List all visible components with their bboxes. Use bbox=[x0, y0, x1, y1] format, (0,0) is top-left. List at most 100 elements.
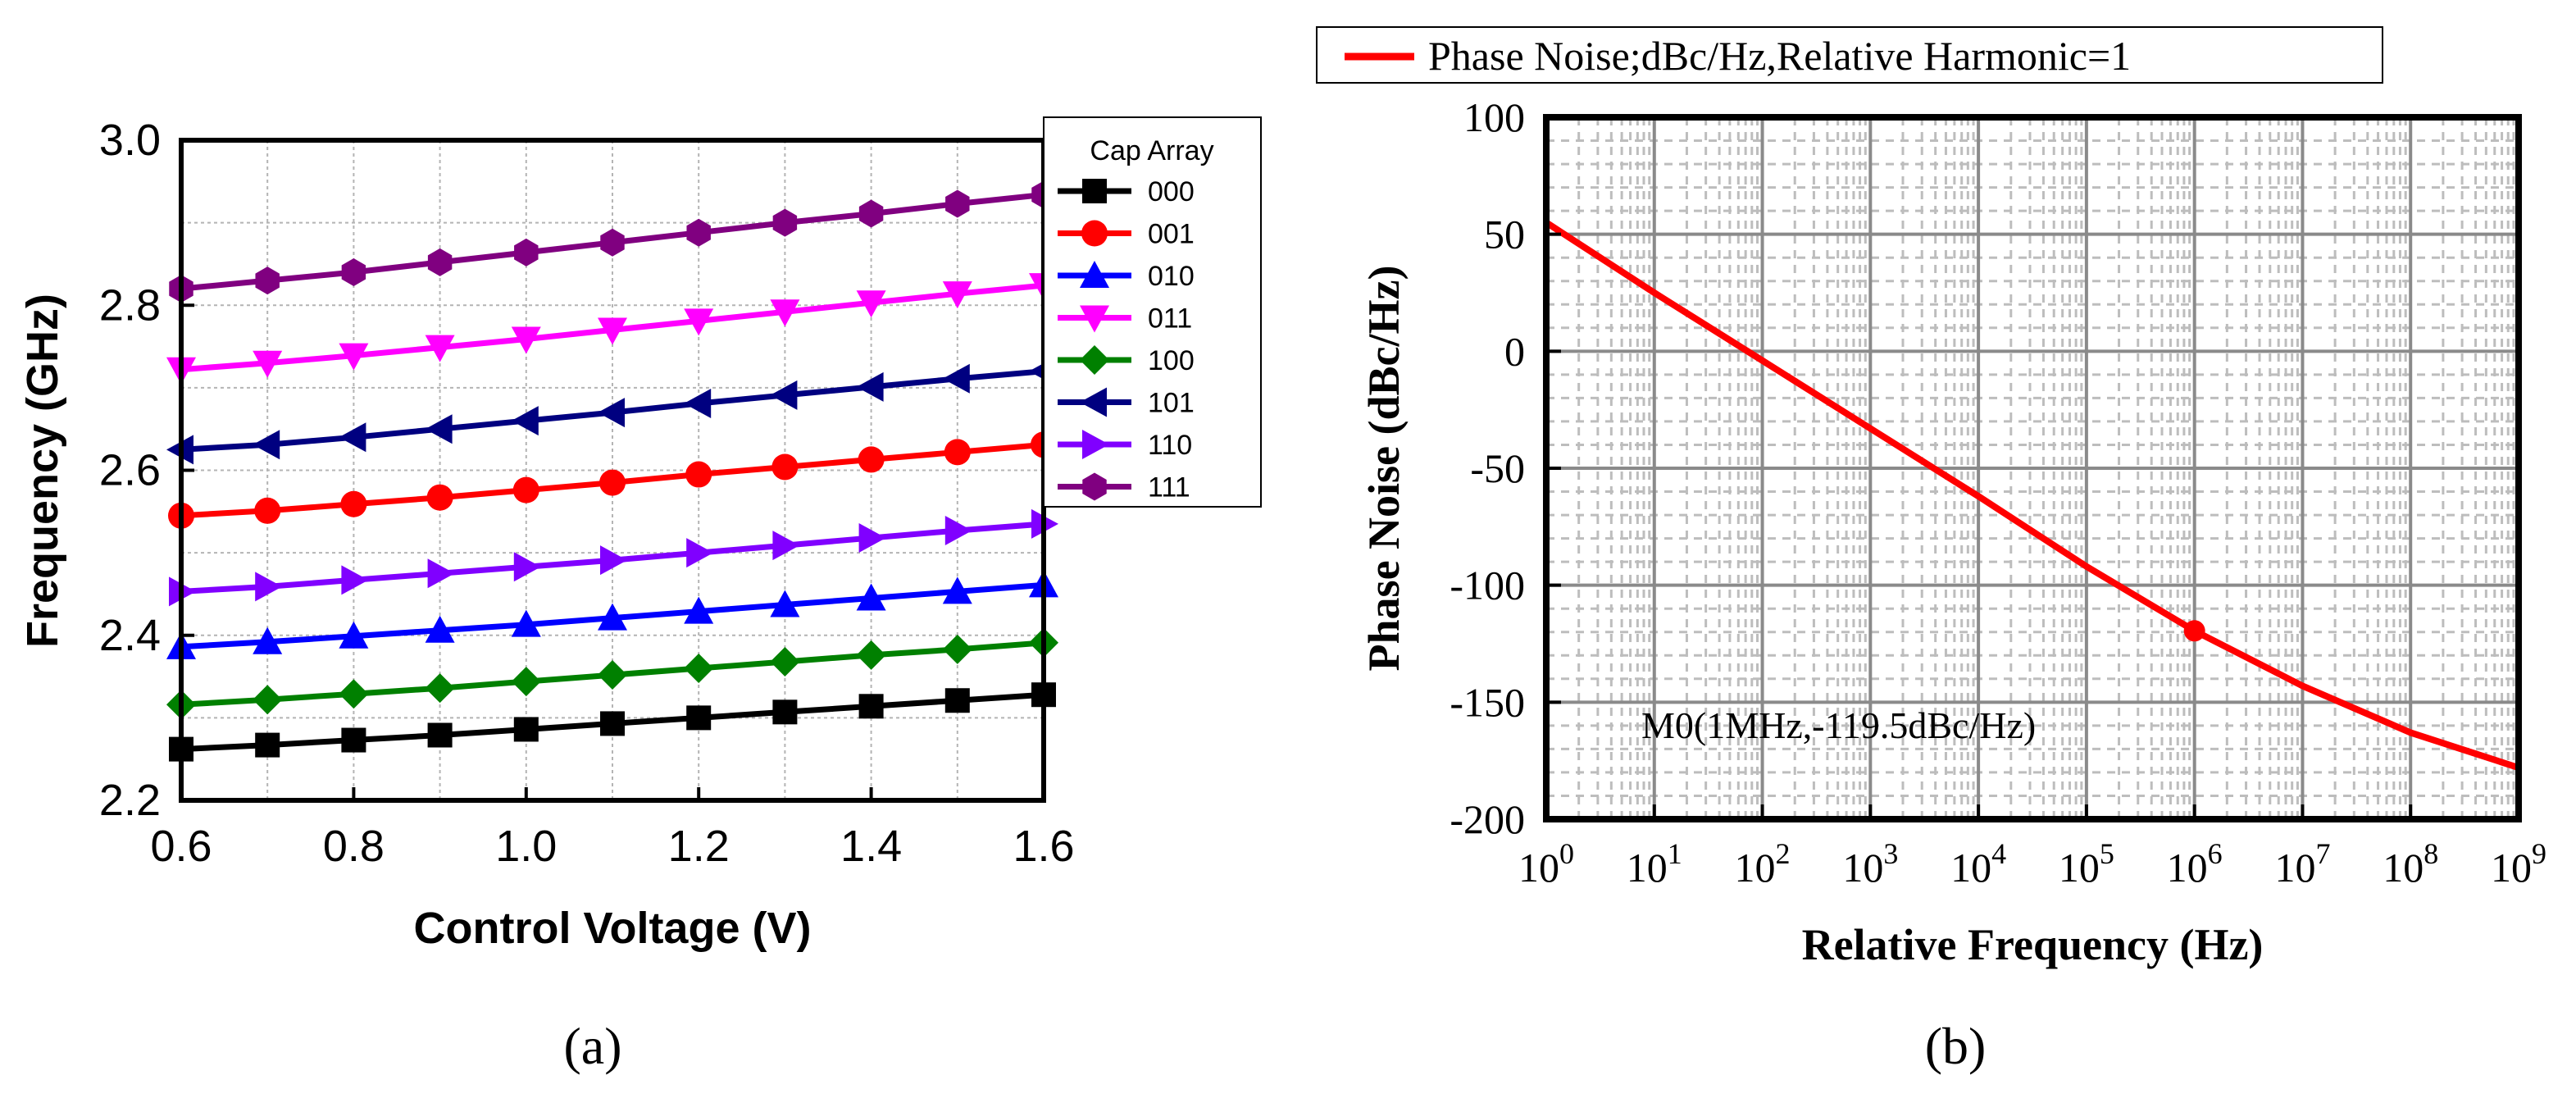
chart-b-y-tick-label: 100 bbox=[1463, 94, 1525, 140]
data-point-010 bbox=[598, 603, 627, 631]
chart-a-ticks bbox=[180, 139, 1045, 802]
legend-item-110: 110 bbox=[1058, 430, 1192, 461]
data-point-001 bbox=[858, 446, 885, 473]
data-point-110 bbox=[255, 572, 283, 602]
data-point-010 bbox=[856, 583, 886, 611]
data-point-000 bbox=[513, 717, 539, 742]
data-point-111 bbox=[341, 258, 366, 286]
chart-b-y-tick-labels: 100 50 0 -50 -100 -150 -200 bbox=[1450, 94, 1525, 842]
chart-b-x-tick-label: 102 bbox=[1735, 837, 1791, 891]
data-point-101 bbox=[856, 371, 884, 402]
legend-item-000: 000 bbox=[1058, 176, 1195, 207]
legend-swatch-marker bbox=[1080, 305, 1109, 333]
chart-a-legend: Cap Array 000 001 010 011 100 101 110 111 bbox=[1043, 116, 1262, 508]
chart-a-caption: (a) bbox=[563, 1017, 621, 1075]
chart-b-x-tick-labels: 100 101 102 103 104 105 106 107 108 109 bbox=[1518, 837, 2546, 891]
data-point-000 bbox=[686, 705, 712, 731]
data-point-000 bbox=[600, 711, 625, 736]
chart-b-x-tick-label: 100 bbox=[1518, 837, 1574, 891]
series-011 bbox=[166, 273, 1058, 385]
chart-a-x-tick-labels: 0.6 0.8 1.0 1.2 1.4 1.6 bbox=[150, 822, 1074, 871]
chart-b-marker-label: M0(1MHz,-119.5dBc/Hz) bbox=[1641, 704, 2036, 746]
chart-b-y-tick-label: 50 bbox=[1484, 212, 1525, 257]
data-point-000 bbox=[944, 688, 970, 713]
data-point-110 bbox=[772, 531, 800, 561]
data-point-111 bbox=[427, 248, 453, 276]
data-point-111 bbox=[600, 228, 625, 257]
chart-b-x-tick-label: 106 bbox=[2167, 837, 2223, 891]
chart-b-x-tick-label: 101 bbox=[1627, 837, 1682, 891]
chart-b-y-axis-label: Phase Noise (dBc/Hz) bbox=[1359, 266, 1409, 672]
data-point-001 bbox=[771, 453, 799, 481]
chart-b-legend: Phase Noise;dBc/Hz,Relative Harmonic=1 bbox=[1316, 26, 2383, 84]
legend-item-100: 100 bbox=[1058, 345, 1195, 376]
legend-item-label: 100 bbox=[1148, 345, 1195, 376]
chart-a-y-tick-label: 3.0 bbox=[99, 116, 161, 165]
data-point-111 bbox=[255, 267, 280, 295]
chart-b-y-tick-label: -150 bbox=[1450, 679, 1525, 725]
chart-a: 2.2 2.4 2.6 2.8 3.0 0.6 0.8 1.0 1.2 1.4 1.6 Contr… bbox=[18, 116, 1262, 1075]
chart-a-x-tick-label: 1.6 bbox=[1013, 822, 1074, 871]
data-point-000 bbox=[427, 722, 453, 748]
data-point-010 bbox=[253, 626, 283, 654]
legend-item-101: 101 bbox=[1058, 387, 1195, 419]
data-point-111 bbox=[686, 218, 711, 247]
chart-a-x-tick-label: 1.2 bbox=[668, 822, 730, 871]
chart-b-x-tick-label: 107 bbox=[2274, 837, 2330, 891]
legend-item-label: 010 bbox=[1148, 261, 1195, 292]
chart-b-y-tick-label: 0 bbox=[1504, 328, 1525, 374]
data-point-011 bbox=[942, 281, 972, 309]
chart-b-x-tick-label: 108 bbox=[2383, 837, 2438, 891]
data-point-001 bbox=[944, 439, 971, 466]
data-point-011 bbox=[684, 308, 714, 336]
data-point-110 bbox=[341, 565, 369, 595]
chart-b-caption: (b) bbox=[1925, 1017, 1987, 1075]
data-point-001 bbox=[599, 469, 626, 496]
data-point-001 bbox=[426, 484, 453, 511]
legend-item-label: 011 bbox=[1148, 303, 1192, 335]
data-point-111 bbox=[858, 199, 884, 228]
data-point-100 bbox=[942, 634, 972, 664]
data-point-100 bbox=[253, 685, 283, 715]
data-point-001 bbox=[340, 490, 367, 517]
legend-item-001: 001 bbox=[1058, 219, 1195, 250]
legend-item-011: 011 bbox=[1058, 303, 1192, 335]
chart-b-x-tick-label: 104 bbox=[1950, 837, 2006, 891]
chart-b-series bbox=[1544, 220, 2520, 772]
data-point-110 bbox=[513, 552, 541, 582]
legend-item-111: 111 bbox=[1058, 472, 1190, 503]
legend-item-label: 101 bbox=[1148, 388, 1195, 419]
series-010 bbox=[166, 570, 1058, 659]
data-point-011 bbox=[770, 299, 800, 327]
legend-swatch-marker bbox=[1082, 430, 1109, 459]
chart-b-y-tick-label: -200 bbox=[1450, 796, 1525, 842]
chart-b-x-axis-label: Relative Frequency (Hz) bbox=[1802, 920, 2264, 969]
data-point-110 bbox=[600, 545, 627, 576]
data-point-100 bbox=[425, 673, 455, 704]
chart-a-y-tick-label: 2.8 bbox=[99, 280, 161, 330]
chart-a-x-tick-label: 1.4 bbox=[840, 822, 902, 871]
chart-b-grid bbox=[1546, 117, 2519, 819]
data-point-100 bbox=[511, 667, 541, 697]
legend-item-label: 000 bbox=[1148, 176, 1195, 207]
series-110 bbox=[169, 508, 1058, 607]
chart-a-series bbox=[166, 180, 1058, 762]
data-point-100 bbox=[770, 646, 800, 677]
data-point-100 bbox=[598, 660, 627, 690]
phase-noise-curve bbox=[1544, 220, 2520, 772]
chart-b-y-tick-label: -50 bbox=[1470, 445, 1525, 491]
data-point-110 bbox=[686, 538, 714, 568]
chart-b: 100 50 0 -50 -100 -150 -200 100 101 102 103 104 105… bbox=[1316, 26, 2546, 1075]
data-point-101 bbox=[511, 406, 539, 436]
data-point-101 bbox=[942, 363, 970, 394]
data-point-110 bbox=[427, 558, 455, 589]
chart-a-legend-items: 000 001 010 011 100 101 110 111 bbox=[1058, 176, 1195, 503]
legend-swatch-marker bbox=[1082, 179, 1107, 203]
data-point-010 bbox=[770, 590, 800, 617]
chart-a-legend-title: Cap Array bbox=[1090, 135, 1213, 166]
legend-item-label: 001 bbox=[1148, 219, 1195, 250]
data-point-011 bbox=[339, 343, 369, 371]
data-point-100 bbox=[856, 640, 886, 670]
data-point-000 bbox=[341, 727, 366, 753]
